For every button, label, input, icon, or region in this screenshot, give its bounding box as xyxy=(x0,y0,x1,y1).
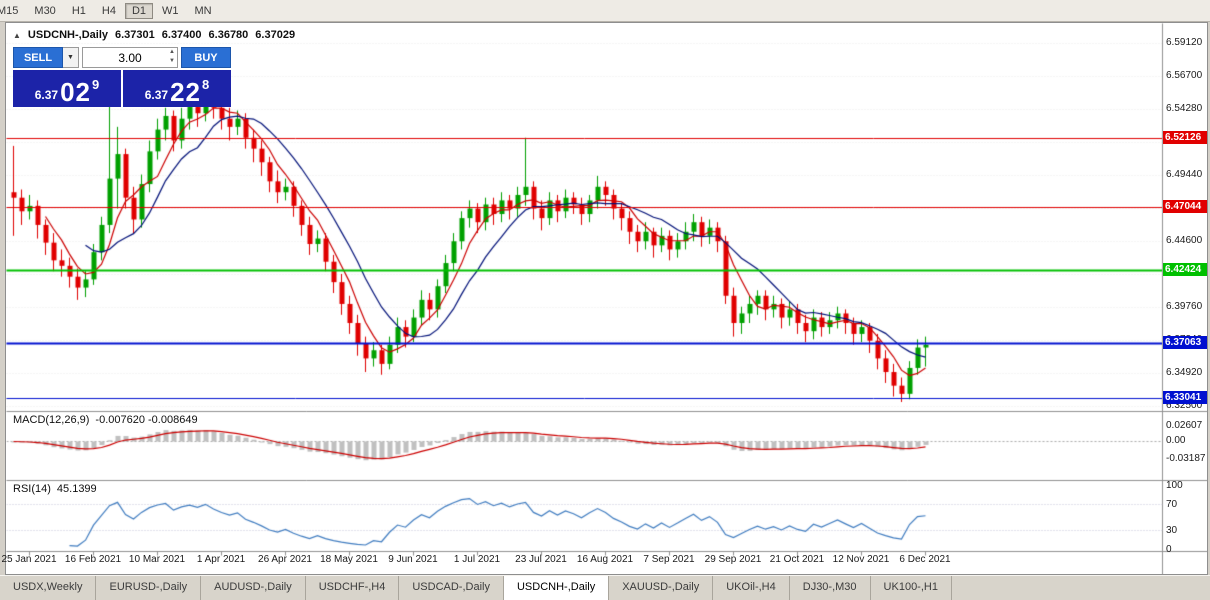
date-axis-label: 6 Dec 2021 xyxy=(899,554,951,565)
buy-price-prefix: 6.37 xyxy=(144,88,169,102)
ohlc-high: 6.37400 xyxy=(161,29,202,41)
macd-axis-label: -0.03187 xyxy=(1166,453,1206,464)
price-axis-label: 6.56700 xyxy=(1166,70,1203,81)
chart-tabs-bar: USDX,Weekly EURUSD-,Daily AUDUSD-,Daily USD… xyxy=(0,575,1210,600)
level-badge[interactable]: 6.52126 xyxy=(1163,131,1207,144)
price-axis-label: 6.59120 xyxy=(1166,37,1203,48)
one-click-controls: SELL ▼ 3.00 ▲ ▼ BUY xyxy=(13,47,231,68)
chart-arrow-icon: ▲ xyxy=(13,30,21,40)
timeframe-w1[interactable]: W1 xyxy=(162,4,179,17)
timeframe-toolbar: M15 M30 H1 H4 D1 W1 MN xyxy=(0,0,1210,22)
timeframe-d1[interactable]: D1 xyxy=(124,2,153,19)
chart-tab[interactable]: DJ30-,M30 xyxy=(790,576,871,600)
volume-value: 3.00 xyxy=(118,50,142,65)
level-badge[interactable]: 6.42424 xyxy=(1163,263,1207,276)
date-axis-label: 29 Sep 2021 xyxy=(704,554,762,565)
date-axis-label: 26 Apr 2021 xyxy=(258,554,312,565)
timeframe-h4[interactable]: H4 xyxy=(101,4,116,17)
level-badge[interactable]: 6.47044 xyxy=(1163,200,1207,213)
level-badge[interactable]: 6.33041 xyxy=(1163,391,1207,404)
chart-tab[interactable]: USDCAD-,Daily xyxy=(399,576,504,600)
rsi-value: 45.1399 xyxy=(56,483,97,495)
rsi-indicator-label: RSI(14) 45.1399 xyxy=(13,483,97,495)
chart-window: ▲ USDCNH-,Daily 6.37301 6.37400 6.36780 … xyxy=(1,22,1208,575)
spin-up-icon: ▲ xyxy=(169,49,175,55)
price-axis-label: 6.44600 xyxy=(1166,235,1203,246)
macd-values: -0.007620 -0.008649 xyxy=(95,414,198,426)
macd-indicator-label: MACD(12,26,9) -0.007620 -0.008649 xyxy=(13,414,198,426)
date-axis-label: 1 Jul 2021 xyxy=(453,554,501,565)
chart-tab[interactable]: AUDUSD-,Daily xyxy=(201,576,306,600)
date-axis-label: 12 Nov 2021 xyxy=(832,554,890,565)
macd-name: MACD(12,26,9) xyxy=(13,414,90,426)
price-axis-label: 6.32500 xyxy=(1166,400,1203,411)
date-axis-label: 16 Feb 2021 xyxy=(64,554,122,565)
level-badge[interactable]: 6.37063 xyxy=(1163,336,1207,349)
rsi-axis-label: 70 xyxy=(1166,499,1178,510)
order-type-dropdown[interactable]: ▼ xyxy=(63,47,79,68)
rsi-axis-label: 30 xyxy=(1166,525,1178,536)
timeframe-buttons: M15 M30 H1 H4 D1 W1 MN xyxy=(0,0,1210,21)
sell-price-box[interactable]: 6.37 02 9 xyxy=(13,70,121,107)
rsi-name: RSI(14) xyxy=(13,483,51,495)
timeframe-mn[interactable]: MN xyxy=(194,4,212,17)
macd-axis-label: 0.00 xyxy=(1166,435,1186,446)
sell-price-big: 02 xyxy=(60,77,92,107)
date-axis-label: 16 Aug 2021 xyxy=(576,554,634,565)
date-axis-label: 10 Mar 2021 xyxy=(128,554,186,565)
date-axis-label: 9 Jun 2021 xyxy=(388,554,438,565)
date-axis-label: 18 May 2021 xyxy=(320,554,378,565)
price-axis-label: 6.49440 xyxy=(1166,169,1203,180)
chart-symbol-period: USDCNH-,Daily xyxy=(27,29,108,41)
buy-price-big: 22 xyxy=(170,77,202,107)
chart-title: ▲ USDCNH-,Daily 6.37301 6.37400 6.36780 … xyxy=(13,29,295,41)
chart-tab[interactable]: EURUSD-,Daily xyxy=(96,576,202,600)
date-axis-label: 1 Apr 2021 xyxy=(196,554,246,565)
one-click-trading-panel: SELL ▼ 3.00 ▲ ▼ BUY 6.37 02 9 6.37 22 xyxy=(13,47,231,107)
chart-tab[interactable]: USDX,Weekly xyxy=(0,576,97,600)
ohlc-close: 6.37029 xyxy=(255,29,296,41)
date-axis-label: 23 Jul 2021 xyxy=(515,554,567,565)
volume-input[interactable]: 3.00 ▲ ▼ xyxy=(82,47,178,68)
spin-down-icon: ▼ xyxy=(169,58,175,64)
chevron-down-icon: ▼ xyxy=(67,54,74,61)
price-axis-label: 6.34920 xyxy=(1166,367,1203,378)
one-click-prices: 6.37 02 9 6.37 22 8 xyxy=(13,70,231,107)
buy-button[interactable]: BUY xyxy=(181,47,231,68)
chart-tab[interactable]: USDCHF-,H4 xyxy=(306,576,400,600)
sell-button[interactable]: SELL xyxy=(13,47,63,68)
timeframe-m15[interactable]: M15 xyxy=(0,4,19,17)
chart-tab[interactable]: USDCNH-,Daily xyxy=(503,576,610,600)
timeframe-h1[interactable]: H1 xyxy=(71,4,86,17)
sell-price-pip: 9 xyxy=(92,77,100,92)
sell-price-prefix: 6.37 xyxy=(34,88,59,102)
price-axis-label: 6.54280 xyxy=(1166,103,1203,114)
timeframe-m30[interactable]: M30 xyxy=(34,4,56,17)
ohlc-low: 6.36780 xyxy=(208,29,249,41)
date-axis-label: 7 Sep 2021 xyxy=(643,554,695,565)
chart-tab[interactable]: UKOil-,H4 xyxy=(713,576,790,600)
rsi-axis-label: 0 xyxy=(1166,544,1172,555)
date-axis-label: 25 Jan 2021 xyxy=(1,554,57,565)
buy-price-box[interactable]: 6.37 22 8 xyxy=(123,70,231,107)
price-axis-label: 6.39760 xyxy=(1166,301,1203,312)
price-chart-canvas[interactable] xyxy=(6,23,1207,574)
date-axis-label: 21 Oct 2021 xyxy=(769,554,825,565)
macd-axis-label: 0.02607 xyxy=(1166,420,1203,431)
rsi-axis-label: 100 xyxy=(1166,480,1183,491)
chart-tab[interactable]: UK100-,H1 xyxy=(871,576,952,600)
volume-spinner[interactable]: ▲ ▼ xyxy=(169,48,175,66)
chart-tab[interactable]: XAUUSD-,Daily xyxy=(609,576,714,600)
buy-price-pip: 8 xyxy=(202,77,210,92)
ohlc-open: 6.37301 xyxy=(115,29,155,41)
